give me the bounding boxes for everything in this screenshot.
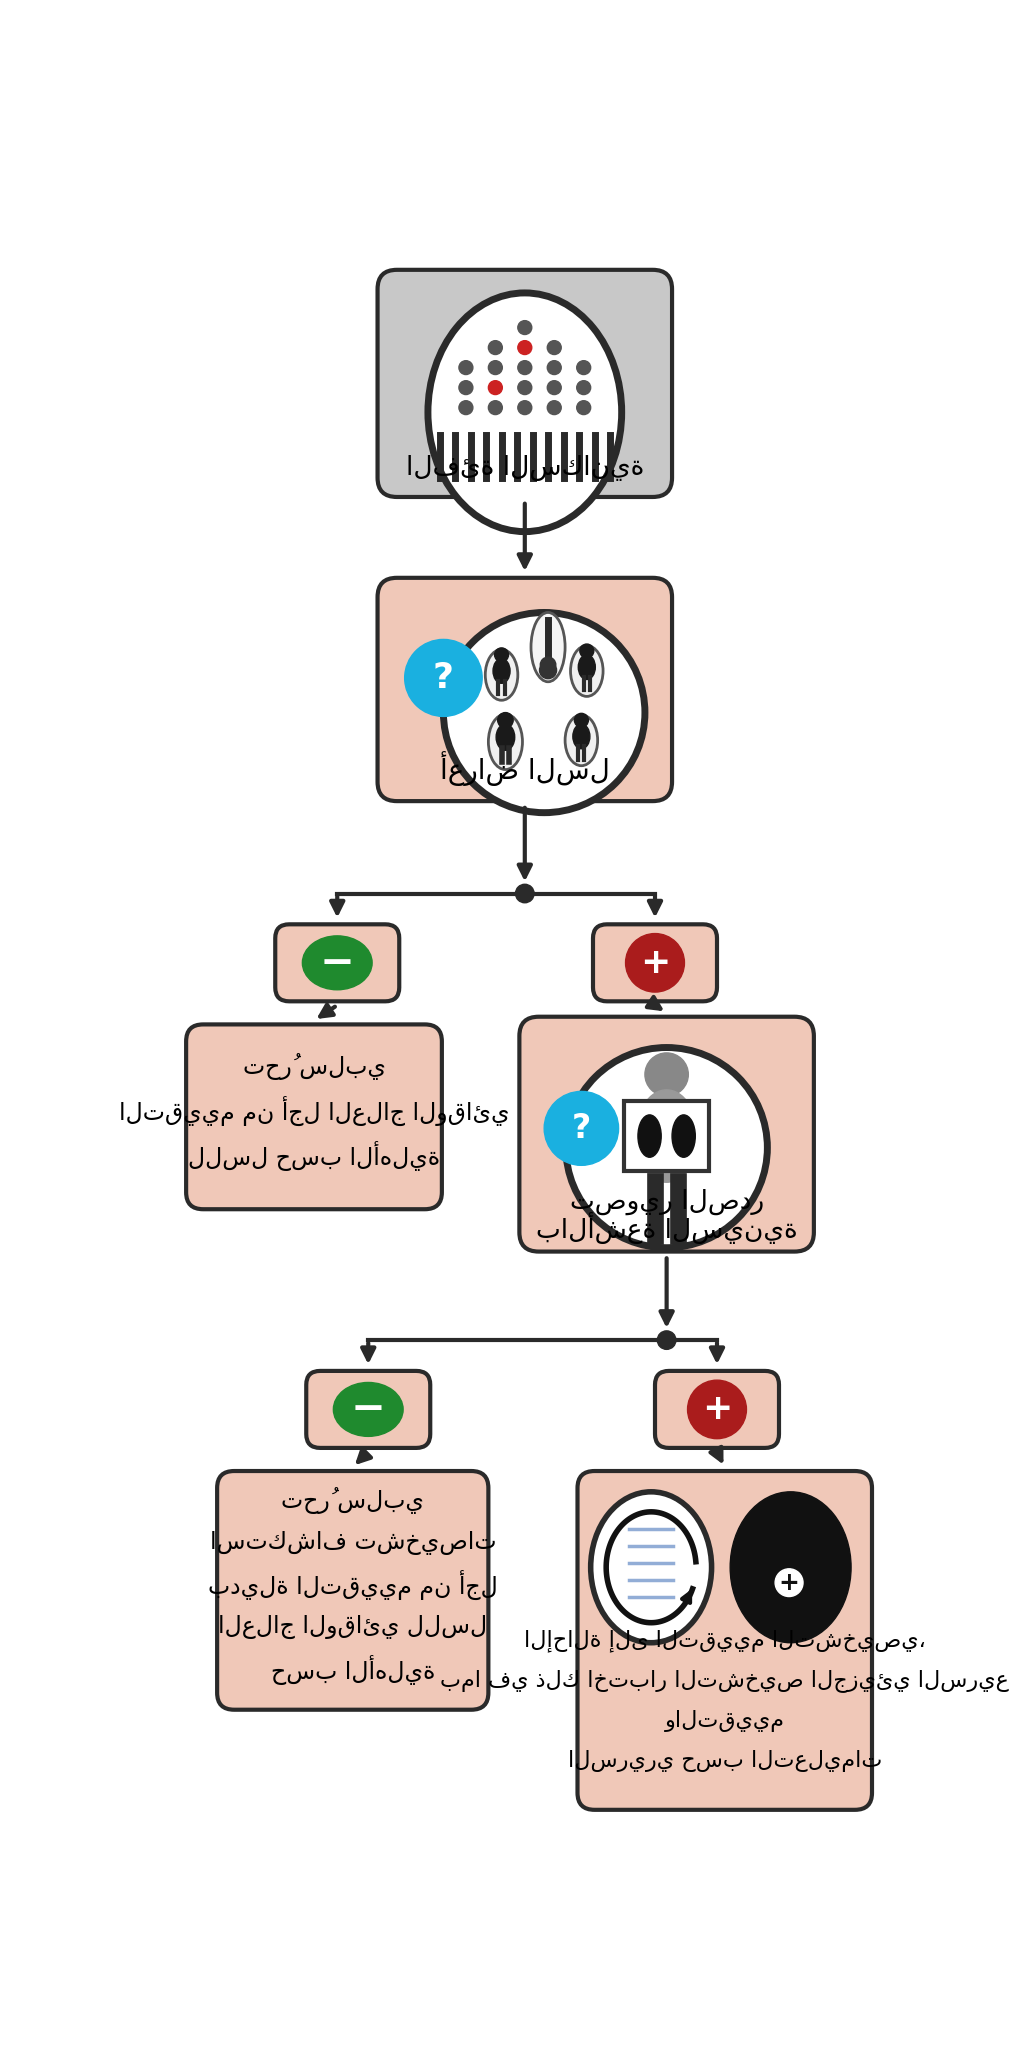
Ellipse shape <box>672 1114 695 1158</box>
FancyBboxPatch shape <box>306 1371 430 1447</box>
Ellipse shape <box>744 1530 838 1614</box>
FancyBboxPatch shape <box>186 1024 442 1209</box>
FancyBboxPatch shape <box>378 269 672 498</box>
Text: ?: ? <box>433 660 454 695</box>
Circle shape <box>488 341 503 354</box>
Circle shape <box>518 341 531 354</box>
FancyBboxPatch shape <box>655 1371 779 1447</box>
Ellipse shape <box>570 646 603 697</box>
Text: استكشاف تشخيصات: استكشاف تشخيصات <box>210 1530 496 1554</box>
Circle shape <box>775 1569 803 1598</box>
Circle shape <box>459 360 473 374</box>
Ellipse shape <box>493 658 510 683</box>
Text: تصوير الصدر: تصوير الصدر <box>569 1188 764 1215</box>
Ellipse shape <box>485 650 518 701</box>
Text: +: + <box>778 1571 800 1595</box>
Circle shape <box>645 1053 688 1096</box>
Circle shape <box>687 1380 746 1439</box>
Circle shape <box>626 933 684 993</box>
Text: +: + <box>701 1392 732 1427</box>
Circle shape <box>577 360 591 374</box>
Ellipse shape <box>531 613 565 683</box>
Text: −: − <box>351 1388 386 1431</box>
Text: للسل حسب الأهلية: للسل حسب الأهلية <box>188 1141 440 1172</box>
Text: بالأشعة السينية: بالأشعة السينية <box>536 1213 798 1244</box>
Circle shape <box>574 713 589 728</box>
Circle shape <box>495 648 509 662</box>
Text: بديلة التقييم من أجل: بديلة التقييم من أجل <box>208 1571 498 1600</box>
Circle shape <box>769 1495 812 1538</box>
Circle shape <box>488 380 503 395</box>
Circle shape <box>498 713 513 728</box>
Circle shape <box>518 401 531 415</box>
Ellipse shape <box>428 292 622 533</box>
FancyBboxPatch shape <box>378 578 672 802</box>
Circle shape <box>544 1092 618 1166</box>
Text: السريري حسب التعليمات: السريري حسب التعليمات <box>567 1750 882 1772</box>
Circle shape <box>541 658 556 672</box>
Text: أعراض السل: أعراض السل <box>440 750 609 785</box>
Circle shape <box>488 401 503 415</box>
Circle shape <box>540 662 557 678</box>
Text: +: + <box>640 946 670 981</box>
Ellipse shape <box>579 654 595 678</box>
Circle shape <box>547 360 561 374</box>
Text: الإحالة إلى التقييم التشخيصي،: الإحالة إلى التقييم التشخيصي، <box>524 1628 926 1651</box>
Circle shape <box>547 341 561 354</box>
Text: ?: ? <box>571 1112 591 1145</box>
Ellipse shape <box>572 724 590 748</box>
Circle shape <box>518 360 531 374</box>
Ellipse shape <box>636 1090 697 1182</box>
FancyBboxPatch shape <box>593 925 717 1001</box>
Text: والتقييم: والتقييم <box>665 1709 784 1731</box>
Text: حسب الأهلية: حسب الأهلية <box>270 1655 435 1684</box>
Text: تحرُ سلبي: تحرُ سلبي <box>282 1486 424 1513</box>
Circle shape <box>577 401 591 415</box>
Circle shape <box>459 380 473 395</box>
Ellipse shape <box>638 1114 662 1158</box>
Text: التقييم من أجل العلاج الوقائي: التقييم من أجل العلاج الوقائي <box>119 1096 509 1127</box>
FancyBboxPatch shape <box>624 1102 710 1170</box>
Text: بما في ذلك اختبار التشخيص الجزيئي السريع: بما في ذلك اختبار التشخيص الجزيئي السريع <box>440 1669 1010 1692</box>
Ellipse shape <box>565 715 598 765</box>
Text: تحرُ سلبي: تحرُ سلبي <box>243 1053 385 1079</box>
Circle shape <box>577 380 591 395</box>
Ellipse shape <box>566 1047 767 1248</box>
Text: −: − <box>319 942 354 985</box>
FancyBboxPatch shape <box>217 1470 488 1711</box>
Ellipse shape <box>496 724 515 750</box>
Ellipse shape <box>488 713 522 769</box>
Circle shape <box>404 639 482 715</box>
Ellipse shape <box>302 935 372 989</box>
Circle shape <box>488 360 503 374</box>
FancyBboxPatch shape <box>519 1018 814 1252</box>
Text: الفئة السكانية: الفئة السكانية <box>406 454 644 481</box>
Circle shape <box>657 1330 676 1349</box>
Circle shape <box>518 321 531 335</box>
Text: العلاج الوقائي للسل: العلاج الوقائي للسل <box>218 1616 487 1639</box>
FancyBboxPatch shape <box>578 1470 872 1809</box>
Circle shape <box>518 380 531 395</box>
Ellipse shape <box>591 1493 712 1643</box>
Circle shape <box>459 401 473 415</box>
Circle shape <box>580 644 594 658</box>
Circle shape <box>547 401 561 415</box>
Circle shape <box>515 884 535 903</box>
Circle shape <box>547 380 561 395</box>
FancyBboxPatch shape <box>275 925 399 1001</box>
Ellipse shape <box>730 1493 851 1643</box>
Ellipse shape <box>334 1382 403 1437</box>
Ellipse shape <box>443 613 645 812</box>
